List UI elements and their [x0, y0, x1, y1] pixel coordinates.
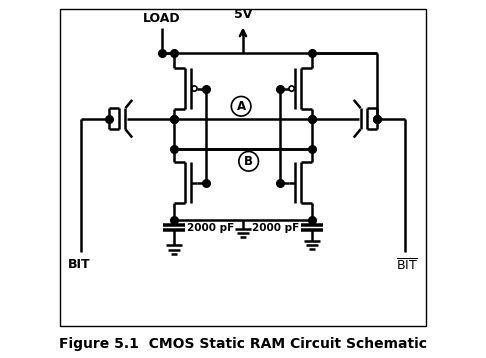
Text: 5V: 5V	[234, 9, 252, 21]
Text: LOAD: LOAD	[143, 12, 181, 25]
Text: Figure 5.1  CMOS Static RAM Circuit Schematic: Figure 5.1 CMOS Static RAM Circuit Schem…	[59, 337, 427, 351]
Text: B: B	[244, 155, 253, 168]
Text: 2000 pF: 2000 pF	[252, 223, 299, 233]
Text: BIT: BIT	[68, 258, 90, 271]
Text: $\overline{\mathrm{BIT}}$: $\overline{\mathrm{BIT}}$	[396, 258, 418, 274]
Text: 2000 pF: 2000 pF	[187, 223, 234, 233]
Text: A: A	[237, 100, 246, 113]
